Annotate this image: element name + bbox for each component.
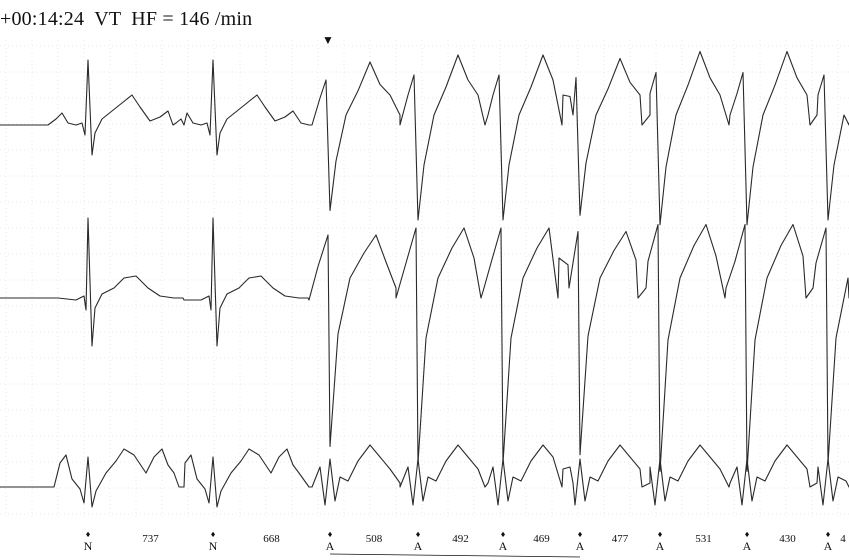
rr-interval-label: 492 <box>452 533 469 545</box>
beat-label: A <box>499 539 508 553</box>
rr-interval-label: 477 <box>612 533 629 545</box>
beat-label: N <box>209 539 218 553</box>
beat-marker-icon: ♦ <box>578 529 583 539</box>
beat-marker-icon: ♦ <box>826 529 831 539</box>
annotation-bracket-line <box>329 553 581 558</box>
beat-label: A <box>414 539 423 553</box>
beat-label: A <box>743 539 752 553</box>
beat-marker-icon: ♦ <box>328 529 333 539</box>
ecg-grid <box>0 40 849 520</box>
beat-label: A <box>656 539 665 553</box>
rr-interval-label: 531 <box>695 533 712 545</box>
beat-marker-icon: ♦ <box>211 529 216 539</box>
beat-label: A <box>576 539 585 553</box>
recording-time: +00:14:24 <box>0 8 85 30</box>
rr-interval-label: 4 <box>840 533 846 545</box>
rhythm-label: VT <box>94 8 122 30</box>
rr-interval-label: 737 <box>142 533 159 545</box>
recording-header: +00:14:24 VT HF = 146 /min <box>0 8 262 31</box>
beat-marker-icon: ♦ <box>658 529 663 539</box>
rr-interval-label: 668 <box>263 533 280 545</box>
beat-label: A <box>326 539 335 553</box>
beat-marker-icon: ♦ <box>86 529 91 539</box>
vt-onset-marker-icon: ▼ <box>322 33 334 47</box>
ecg-lead-trace <box>0 444 849 508</box>
beat-label: N <box>84 539 93 553</box>
rr-interval-label: 508 <box>366 533 383 545</box>
ecg-lead-trace <box>0 217 849 472</box>
ecg-lead-trace <box>0 50 849 226</box>
ecg-traces <box>0 50 849 508</box>
beat-marker-icon: ♦ <box>501 529 506 539</box>
rr-interval-label: 469 <box>533 533 550 545</box>
rr-interval-label: 430 <box>779 533 796 545</box>
beat-label: A <box>824 539 833 553</box>
beat-marker-icon: ♦ <box>745 529 750 539</box>
heart-rate-readout: HF = 146 /min <box>131 8 253 30</box>
beat-marker-icon: ♦ <box>416 529 421 539</box>
